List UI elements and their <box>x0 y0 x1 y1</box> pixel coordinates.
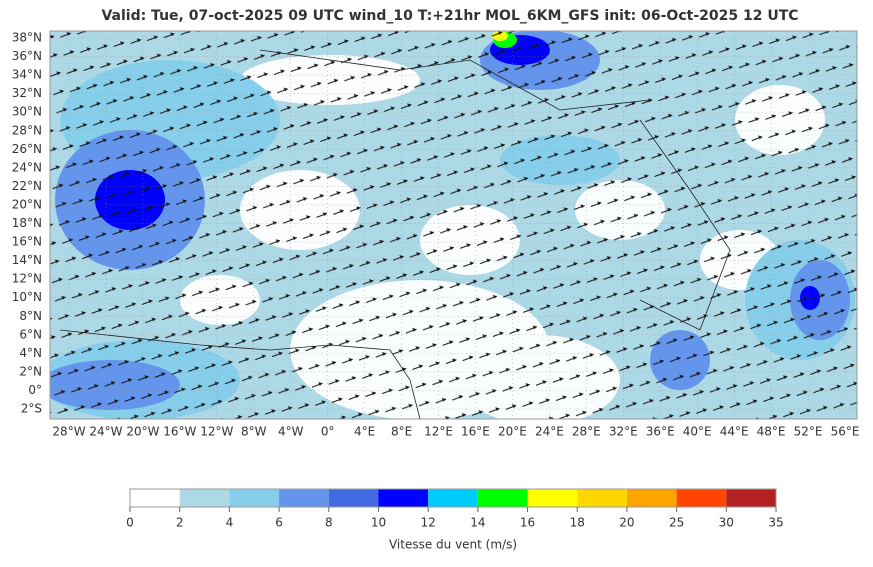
lon-label: 24°E <box>535 425 564 439</box>
lon-label: 8°W <box>241 425 267 439</box>
lat-label: 4°N <box>19 346 42 360</box>
lon-label: 32°E <box>609 425 638 439</box>
lat-label: 38°N <box>12 31 42 45</box>
lat-label: 14°N <box>12 253 42 267</box>
lon-label: 28°E <box>572 425 601 439</box>
colorbar-tick-label: 12 <box>421 516 436 530</box>
colorbar-segment <box>229 489 280 507</box>
lat-label: 30°N <box>12 105 42 119</box>
colorbar-tick-label: 4 <box>226 516 234 530</box>
lat-label: 2°S <box>21 402 42 416</box>
colorbar-segment <box>328 489 379 507</box>
lat-label: 6°N <box>19 327 42 341</box>
colorbar-segment <box>527 489 578 507</box>
lat-label: 12°N <box>12 272 42 286</box>
colorbar-tick-label: 18 <box>570 516 585 530</box>
lon-label: 20°E <box>498 425 527 439</box>
colorbar-segment <box>626 489 677 507</box>
wind-field <box>50 31 857 419</box>
lon-label: 12°E <box>424 425 453 439</box>
colorbar-tick-label: 35 <box>768 516 783 530</box>
lon-label: 12°W <box>200 425 233 439</box>
colorbar-frame <box>129 488 777 508</box>
colorbar-label: Vitesse du vent (m/s) <box>389 538 517 552</box>
lat-label: 34°N <box>12 68 42 82</box>
lon-label: 56°E <box>831 425 860 439</box>
colorbar-tick-label: 20 <box>619 516 634 530</box>
lon-label: 20°W <box>126 425 159 439</box>
lat-label: 26°N <box>12 142 42 156</box>
colorbar-tick-label: 16 <box>520 516 535 530</box>
colorbar-segment <box>428 489 478 507</box>
lon-label: 8°E <box>391 425 412 439</box>
lat-label: 18°N <box>12 216 42 230</box>
colorbar-tick-label: 25 <box>669 516 684 530</box>
colorbar-tick-label: 14 <box>470 516 485 530</box>
lat-label: 0° <box>28 383 42 397</box>
lon-label: 36°E <box>646 425 675 439</box>
colorbar-segment <box>378 489 429 507</box>
lat-label: 8°N <box>19 309 42 323</box>
colorbar-tick-label: 10 <box>371 516 386 530</box>
lon-label: 44°E <box>720 425 749 439</box>
lat-label: 2°N <box>19 364 42 378</box>
map-title: Valid: Tue, 07-oct-2025 09 UTC wind_10 T… <box>101 8 798 24</box>
lon-label: 48°E <box>757 425 786 439</box>
lat-label: 16°N <box>12 235 42 249</box>
lon-label: 4°W <box>278 425 304 439</box>
lon-label: 52°E <box>794 425 823 439</box>
colorbar-tick-label: 30 <box>719 516 734 530</box>
colorbar-segment <box>726 489 776 507</box>
lat-label: 10°N <box>12 290 42 304</box>
lat-label: 24°N <box>12 160 42 174</box>
colorbar-tick-label: 6 <box>275 516 283 530</box>
map-frame <box>49 30 858 420</box>
lon-label: 16°W <box>163 425 196 439</box>
lat-label: 20°N <box>12 197 42 211</box>
lat-label: 28°N <box>12 123 42 137</box>
colorbar-tick-label: 0 <box>126 516 134 530</box>
colorbar-tick-label: 2 <box>176 516 184 530</box>
colorbar-tick-label: 8 <box>325 516 333 530</box>
lon-label: 4°E <box>354 425 375 439</box>
lat-label: 22°N <box>12 179 42 193</box>
colorbar-segment <box>279 489 329 507</box>
lon-label: 28°W <box>52 425 85 439</box>
colorbar-segment <box>676 489 727 507</box>
colorbar-segment <box>577 489 627 507</box>
lon-label: 16°E <box>461 425 490 439</box>
lon-label: 40°E <box>683 425 712 439</box>
lon-label: 0° <box>321 425 335 439</box>
lat-label: 32°N <box>12 86 42 100</box>
colorbar-segment <box>179 489 230 507</box>
colorbar-segment <box>477 489 528 507</box>
lon-label: 24°W <box>89 425 122 439</box>
lat-label: 36°N <box>12 49 42 63</box>
colorbar-segment <box>130 489 180 507</box>
